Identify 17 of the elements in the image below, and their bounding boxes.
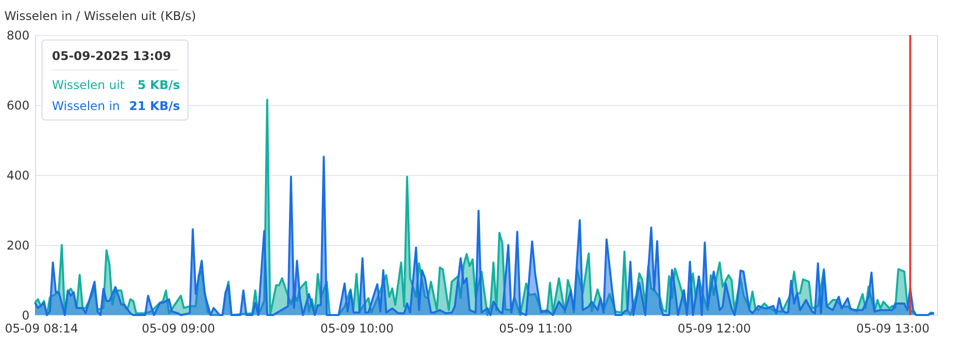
x-tick-label: 05-09 09:00 [142,322,216,336]
x-tick-label: 05-09 08:14 [4,322,78,336]
x-tick-label: 05-09 11:00 [498,322,572,336]
text: Wisselen in [52,99,120,113]
x-tick-label: 05-09 12:00 [678,322,751,336]
y-tick-label: 200 [6,238,30,252]
y-tick-label: 400 [6,168,30,182]
y-tick-label: 600 [6,98,30,112]
annotation: 21 KB/s [129,99,180,113]
annotation: 05-09-2025 13:09 [52,49,172,63]
text: Wisselen uit [52,78,125,92]
x-tick-label: 05-09 10:00 [320,322,394,336]
x-tick-label: 05-09 13:00 [856,322,930,336]
y-tick-label: 800 [6,28,30,42]
y-tick-label: 0 [22,308,30,322]
chart-title: Wisselen in / Wisselen uit (KB/s) [4,9,196,23]
annotation: 5 KB/s [138,78,180,92]
